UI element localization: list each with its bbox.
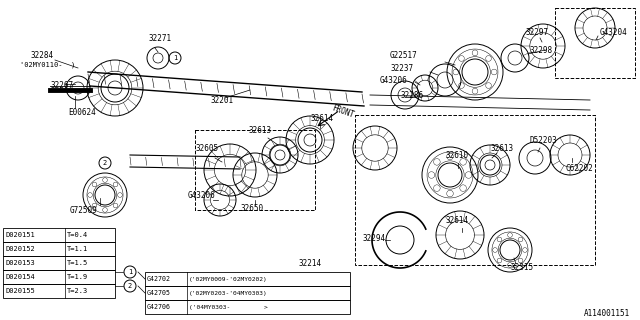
Text: A114001151: A114001151 bbox=[584, 308, 630, 317]
Text: D020151: D020151 bbox=[5, 232, 35, 238]
Text: 32613: 32613 bbox=[248, 125, 271, 134]
Text: T=0.4: T=0.4 bbox=[67, 232, 88, 238]
Text: T=1.9: T=1.9 bbox=[67, 274, 88, 280]
Text: ('04MY0303-         >: ('04MY0303- > bbox=[189, 305, 268, 309]
Bar bbox=[145, 300, 350, 314]
Text: D020152: D020152 bbox=[5, 246, 35, 252]
Text: D020154: D020154 bbox=[5, 274, 35, 280]
Text: G43206: G43206 bbox=[380, 76, 408, 84]
Text: G42702: G42702 bbox=[147, 276, 171, 282]
Text: 32650: 32650 bbox=[240, 204, 263, 212]
Bar bbox=[3, 228, 115, 242]
Bar bbox=[555, 8, 635, 78]
Text: G72509: G72509 bbox=[70, 205, 98, 214]
Text: 32284: 32284 bbox=[30, 51, 53, 60]
Text: G42705: G42705 bbox=[147, 290, 171, 296]
Text: T=1.5: T=1.5 bbox=[67, 260, 88, 266]
Text: 32605: 32605 bbox=[195, 143, 218, 153]
Text: 1: 1 bbox=[173, 55, 177, 61]
Text: FRONT: FRONT bbox=[330, 104, 355, 120]
Text: 32614: 32614 bbox=[310, 114, 333, 123]
Text: 1: 1 bbox=[128, 269, 132, 275]
Text: D020155: D020155 bbox=[5, 288, 35, 294]
Text: ('02MY0203-'04MY0303): ('02MY0203-'04MY0303) bbox=[189, 291, 268, 295]
Text: G22517: G22517 bbox=[390, 51, 418, 60]
Text: T=1.1: T=1.1 bbox=[67, 246, 88, 252]
Text: C62202: C62202 bbox=[565, 164, 593, 172]
Text: 32237: 32237 bbox=[390, 63, 413, 73]
Text: ('02MY0009-'02MY0202): ('02MY0009-'02MY0202) bbox=[189, 276, 268, 282]
Bar bbox=[3, 242, 115, 256]
Text: 32201: 32201 bbox=[210, 95, 233, 105]
Text: 32613: 32613 bbox=[490, 143, 513, 153]
Text: 32610: 32610 bbox=[445, 150, 468, 159]
Text: G42706: G42706 bbox=[147, 304, 171, 310]
Text: 32267: 32267 bbox=[50, 81, 73, 90]
Text: 32298: 32298 bbox=[530, 45, 553, 54]
Text: E00624: E00624 bbox=[68, 108, 96, 116]
Text: 32297: 32297 bbox=[525, 28, 548, 36]
Text: 32614: 32614 bbox=[445, 215, 468, 225]
Bar bbox=[355, 115, 595, 265]
Bar bbox=[3, 284, 115, 298]
Text: T=2.3: T=2.3 bbox=[67, 288, 88, 294]
Text: D020153: D020153 bbox=[5, 260, 35, 266]
Text: 32294: 32294 bbox=[362, 234, 385, 243]
Bar bbox=[3, 256, 115, 270]
Text: 2: 2 bbox=[128, 283, 132, 289]
Text: 2: 2 bbox=[103, 160, 107, 166]
Bar bbox=[145, 272, 350, 286]
Text: G43206: G43206 bbox=[188, 190, 216, 199]
Text: 32315: 32315 bbox=[510, 263, 533, 273]
Text: 32214: 32214 bbox=[298, 259, 321, 268]
Text: '02MY0110-  ): '02MY0110- ) bbox=[20, 62, 76, 68]
Text: D52203: D52203 bbox=[530, 135, 557, 145]
Bar bbox=[195, 130, 315, 210]
Text: G43204: G43204 bbox=[600, 28, 628, 36]
Bar bbox=[3, 270, 115, 284]
Text: 32271: 32271 bbox=[148, 34, 171, 43]
Bar bbox=[145, 286, 350, 300]
Text: 32286: 32286 bbox=[400, 91, 423, 100]
